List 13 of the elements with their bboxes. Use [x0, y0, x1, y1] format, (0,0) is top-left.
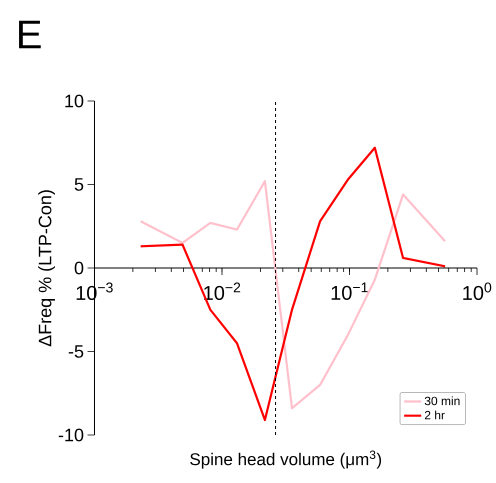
legend-label: 30 min — [424, 396, 460, 406]
y-tick-label: 0 — [74, 262, 84, 274]
chart-title: E — [19, 20, 41, 48]
y-tick-label: 10 — [65, 94, 84, 108]
x-tick-label: 10$^{−2}$ — [204, 282, 240, 300]
x-tick-label: 10$^{−1}$ — [332, 282, 368, 300]
legend-label: 2 hr — [424, 410, 445, 420]
x-axis-title: Spine head volume (μm$^{3}$) — [190, 450, 382, 469]
y-tick-label: -10 — [58, 428, 84, 442]
y-axis-title: ΔFreq % (LTP-Con) — [38, 190, 55, 346]
y-tick-label: -5 — [68, 345, 84, 358]
x-tick-label: 10$^{0}$ — [463, 282, 492, 300]
y-tick-label: 5 — [74, 178, 84, 191]
